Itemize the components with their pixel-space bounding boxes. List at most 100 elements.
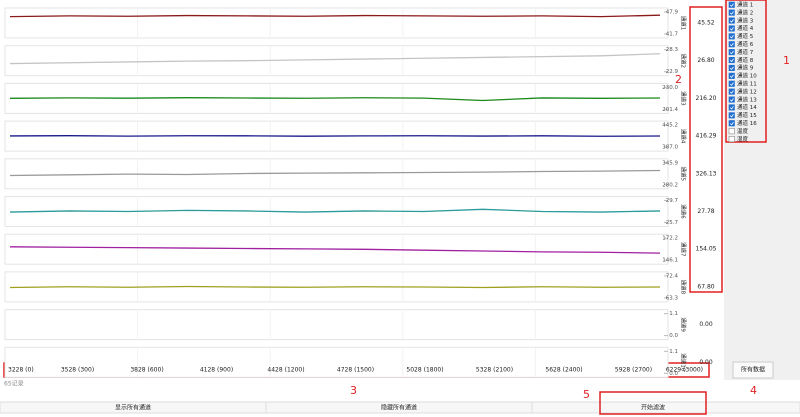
- checkbox[interactable]: [728, 120, 735, 127]
- x-tick-label: 3228 (0): [8, 367, 34, 374]
- all-data-label: 所有数据: [741, 366, 765, 374]
- checkbox[interactable]: [728, 128, 735, 135]
- channel-name: 通道4: [680, 129, 688, 144]
- checkbox[interactable]: [728, 72, 735, 79]
- y-tick-label: 28.3: [666, 47, 679, 53]
- check-mark: [729, 74, 734, 79]
- check-mark: [729, 42, 734, 47]
- channel-name: 通道5: [680, 167, 688, 182]
- check-mark: [729, 82, 734, 86]
- y-tick-label: 387.0: [662, 145, 678, 151]
- annotation: 1: [783, 54, 790, 67]
- checkbox[interactable]: [728, 1, 735, 8]
- y-tick-label: 41.7: [666, 32, 679, 38]
- checkbox-label: 通道 11: [737, 80, 757, 88]
- chart-panel: [4, 309, 669, 341]
- channel-name: 通道6: [680, 204, 688, 219]
- y-tick-label: 22.9: [666, 69, 679, 75]
- trace: [9, 246, 661, 254]
- check-mark: [729, 106, 734, 110]
- checkbox[interactable]: [728, 49, 735, 56]
- y-tick-label: 47.9: [666, 10, 679, 16]
- checkbox[interactable]: [728, 96, 735, 103]
- x-tick-label: 5328 (2100): [476, 367, 513, 374]
- x-tick-label: 4728 (1500): [337, 367, 374, 374]
- chart-panel: [4, 346, 669, 378]
- current-value: 67.80: [697, 283, 714, 290]
- x-tick-label: 5628 (2400): [545, 367, 582, 374]
- checkbox-label: 通道 2: [737, 8, 753, 16]
- current-value: 26.80: [697, 57, 714, 64]
- record-count: 65记录: [4, 380, 24, 388]
- channel-name: 通道8: [680, 280, 688, 295]
- trace: [9, 208, 661, 213]
- checkbox-label: 通道 12: [737, 87, 757, 95]
- button-label: 开始滤波: [641, 404, 665, 412]
- y-tick-label: 445.2: [662, 123, 678, 129]
- y-tick-label: 345.9: [662, 160, 678, 166]
- checkbox[interactable]: [728, 112, 735, 119]
- checkbox[interactable]: [728, 17, 735, 24]
- current-value: 326.13: [696, 170, 717, 177]
- checkbox[interactable]: [728, 56, 735, 64]
- filter-button[interactable]: [531, 401, 800, 414]
- check-mark: [729, 34, 734, 39]
- checkbox-label: 通道 7: [737, 48, 754, 56]
- y-tick-label: 29.7: [666, 198, 679, 204]
- checkbox-label: 通道 16: [737, 119, 757, 127]
- value-highlight: [689, 6, 723, 293]
- y-tick-label: 201.4: [662, 107, 678, 113]
- y-tick-label: 1.1: [669, 311, 678, 317]
- check-mark: [729, 27, 734, 31]
- check-mark: [729, 113, 734, 118]
- channel-name: 通道10: [680, 353, 688, 371]
- checklist-highlight: [725, 0, 767, 143]
- checkbox[interactable]: [728, 25, 735, 32]
- checkbox[interactable]: [728, 88, 735, 95]
- trace: [9, 14, 661, 18]
- checkbox[interactable]: [728, 41, 735, 48]
- button-label: 隐藏所有通道: [381, 404, 417, 412]
- channel-name: 通道9: [680, 317, 688, 332]
- annotation: 4: [750, 384, 757, 397]
- filter-highlight: [599, 391, 707, 415]
- all-data-button[interactable]: [732, 361, 774, 379]
- annotation: 2: [675, 73, 682, 86]
- chart-panel: [4, 45, 669, 77]
- annotation: 5: [583, 388, 590, 401]
- x-tick-label: 4128 (900): [200, 367, 233, 374]
- x-tick-label: 3528 (300): [61, 367, 94, 374]
- y-tick-label: 63.3: [666, 295, 679, 301]
- trace: [9, 97, 661, 102]
- checkbox-label: 通道 5: [737, 32, 754, 40]
- checkbox[interactable]: [728, 80, 735, 87]
- current-value: 27.78: [697, 208, 714, 215]
- checkbox[interactable]: [728, 104, 735, 111]
- checkbox[interactable]: [728, 33, 735, 40]
- channel-name: 通道1: [680, 16, 688, 31]
- annotation: 3: [350, 384, 357, 397]
- checkbox-label: 通道 9: [737, 64, 754, 72]
- check-mark: [729, 3, 734, 7]
- trace: [9, 53, 661, 65]
- check-mark: [729, 66, 734, 71]
- channel-name: 通道2: [680, 53, 688, 67]
- y-tick-label: 72.4: [666, 273, 679, 279]
- check-mark: [729, 58, 734, 63]
- check-mark: [729, 98, 734, 102]
- checkbox-label: 温度: [737, 127, 749, 135]
- check-mark: [729, 121, 734, 126]
- y-tick-label: 25.7: [666, 220, 679, 226]
- y-tick-label: 1.1: [669, 349, 678, 355]
- y-tick-label: 0.0: [669, 333, 678, 339]
- current-value: 0.00: [699, 321, 713, 328]
- y-tick-label: 146.1: [662, 258, 678, 264]
- checkbox[interactable]: [728, 136, 735, 143]
- checkbox[interactable]: [728, 9, 735, 16]
- trace: [9, 285, 661, 289]
- x-tick-label: 3828 (600): [130, 367, 163, 374]
- x-tick-label: 5028 (1800): [406, 367, 443, 374]
- checkbox-label: 通道 3: [737, 16, 754, 24]
- checkbox[interactable]: [728, 64, 735, 71]
- y-tick-label: 280.2: [662, 182, 678, 188]
